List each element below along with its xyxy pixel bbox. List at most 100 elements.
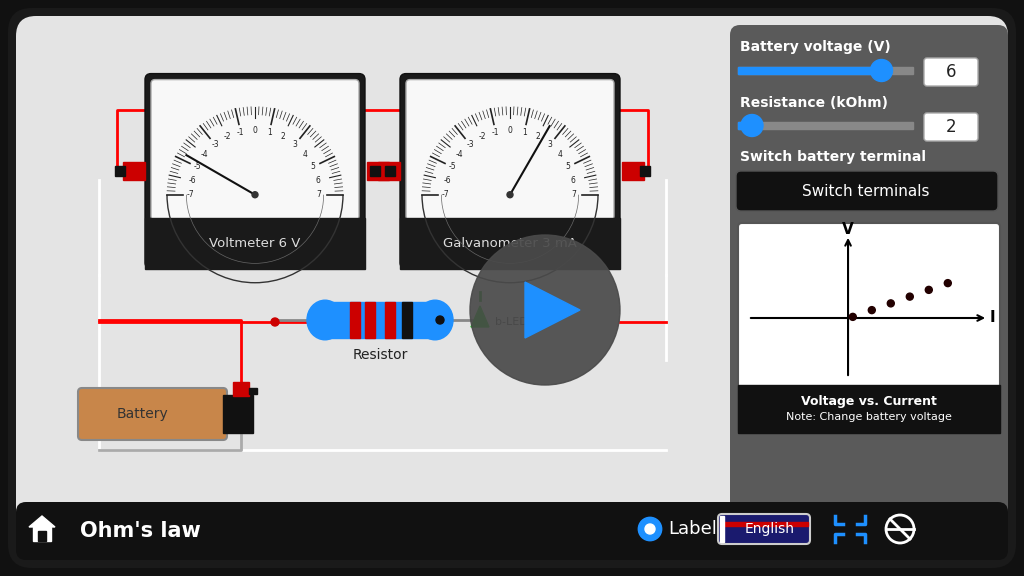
Text: -2: -2 (478, 132, 485, 141)
Text: -1: -1 (492, 128, 500, 137)
Text: Resistor: Resistor (352, 348, 408, 362)
Polygon shape (525, 282, 580, 338)
Circle shape (470, 235, 620, 385)
Text: -1: -1 (237, 128, 245, 137)
FancyBboxPatch shape (8, 8, 1016, 568)
Text: -3: -3 (211, 140, 219, 149)
Text: 5: 5 (310, 162, 315, 171)
Text: Switch battery terminal: Switch battery terminal (740, 150, 926, 164)
Ellipse shape (417, 300, 453, 340)
FancyBboxPatch shape (738, 223, 1000, 433)
FancyBboxPatch shape (736, 171, 998, 211)
Text: -4: -4 (201, 150, 209, 159)
Circle shape (645, 524, 655, 534)
Bar (738, 67, 913, 74)
FancyBboxPatch shape (151, 79, 359, 220)
Text: V: V (842, 222, 854, 237)
Text: 6: 6 (570, 176, 575, 185)
FancyBboxPatch shape (730, 25, 1008, 521)
Circle shape (849, 313, 856, 320)
Bar (115, 166, 125, 176)
Bar (325, 302, 435, 338)
Text: Label: Label (668, 520, 717, 538)
Circle shape (507, 192, 513, 198)
FancyBboxPatch shape (16, 502, 1008, 560)
Bar (365, 302, 375, 338)
Text: -4: -4 (456, 150, 464, 159)
Polygon shape (471, 306, 489, 327)
Bar (223, 395, 253, 433)
Bar (720, 522, 808, 526)
Text: 0: 0 (508, 126, 512, 135)
Text: 2: 2 (281, 132, 286, 141)
Bar (123, 162, 145, 180)
Bar (370, 166, 380, 176)
FancyBboxPatch shape (718, 514, 810, 544)
Text: -5: -5 (194, 162, 201, 171)
Text: 2: 2 (536, 132, 541, 141)
Text: -3: -3 (466, 140, 474, 149)
Text: -5: -5 (449, 162, 456, 171)
Bar (233, 382, 249, 396)
Bar (33, 527, 51, 541)
Text: Voltmeter 6 V: Voltmeter 6 V (209, 237, 301, 250)
Bar (367, 162, 389, 180)
Bar (738, 67, 882, 74)
Circle shape (252, 192, 258, 198)
FancyBboxPatch shape (406, 79, 614, 220)
Polygon shape (29, 516, 55, 527)
Bar (622, 162, 644, 180)
Circle shape (639, 518, 662, 540)
Circle shape (944, 279, 951, 287)
Bar (385, 166, 395, 176)
Text: 3: 3 (293, 140, 298, 149)
Text: 7: 7 (316, 190, 322, 199)
Text: 4: 4 (303, 150, 307, 159)
Text: 7: 7 (571, 190, 577, 199)
Text: -2: -2 (223, 132, 230, 141)
Bar (38, 531, 46, 541)
Circle shape (906, 293, 913, 300)
Text: Battery voltage (V): Battery voltage (V) (740, 40, 891, 54)
Text: Switch terminals: Switch terminals (802, 184, 930, 199)
Circle shape (868, 306, 876, 313)
Circle shape (741, 115, 763, 137)
Text: 1: 1 (522, 128, 526, 137)
Bar (350, 302, 360, 338)
Text: 2: 2 (946, 118, 956, 136)
Text: Battery: Battery (117, 407, 168, 421)
Text: -7: -7 (442, 190, 450, 199)
FancyBboxPatch shape (924, 58, 978, 86)
FancyBboxPatch shape (78, 388, 227, 440)
FancyBboxPatch shape (924, 113, 978, 141)
Text: b-LED: b-LED (495, 317, 527, 327)
Text: Voltage vs. Current: Voltage vs. Current (801, 395, 937, 407)
Text: -7: -7 (187, 190, 195, 199)
Text: Resistance (kOhm): Resistance (kOhm) (740, 96, 888, 110)
Text: 3: 3 (548, 140, 553, 149)
Circle shape (271, 318, 279, 326)
Text: Ohm's law: Ohm's law (80, 521, 201, 541)
Circle shape (436, 316, 444, 324)
Text: Note: Change battery voltage: Note: Change battery voltage (786, 412, 952, 422)
Bar (738, 122, 752, 129)
Text: Galvanometer 3 mA: Galvanometer 3 mA (443, 237, 577, 250)
Bar (145, 218, 365, 268)
Circle shape (887, 300, 894, 307)
Ellipse shape (307, 300, 343, 340)
Bar (385, 302, 395, 338)
Text: 4: 4 (558, 150, 562, 159)
Text: 1: 1 (267, 128, 271, 137)
FancyBboxPatch shape (16, 16, 1008, 560)
FancyBboxPatch shape (145, 74, 365, 268)
Bar (738, 385, 1000, 433)
FancyBboxPatch shape (400, 74, 620, 268)
Bar (738, 122, 913, 129)
Text: 5: 5 (565, 162, 570, 171)
Text: -6: -6 (443, 176, 452, 185)
Bar (402, 302, 412, 338)
Bar (249, 388, 257, 394)
Text: -6: -6 (188, 176, 197, 185)
Circle shape (926, 286, 932, 293)
Text: I: I (989, 310, 994, 325)
